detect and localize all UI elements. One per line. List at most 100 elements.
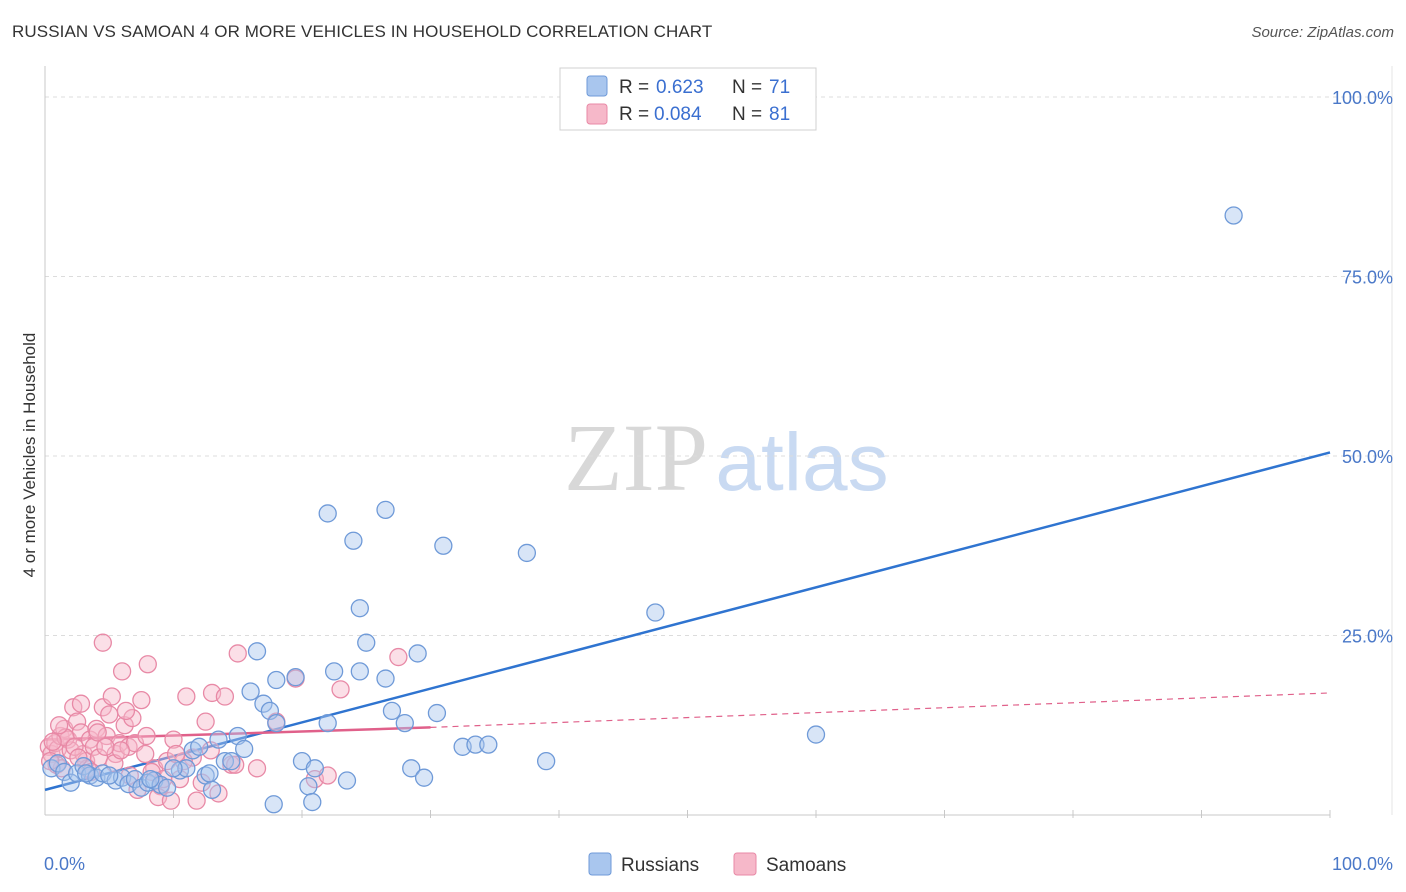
chart-title: RUSSIAN VS SAMOAN 4 OR MORE VEHICLES IN … — [12, 22, 713, 41]
samoans-point — [187, 791, 206, 810]
russians-point — [215, 752, 235, 771]
russians-point — [357, 633, 376, 652]
samoans-point — [123, 708, 142, 728]
samoans-point — [111, 741, 130, 760]
samoans-point — [110, 734, 129, 753]
russians-point — [382, 701, 402, 721]
samoans-point — [138, 655, 157, 674]
samoans-point — [102, 687, 121, 706]
russians-point — [267, 713, 286, 733]
russians-point — [337, 771, 357, 790]
russians-point — [408, 644, 427, 663]
x-tick-label-max: 100.0% — [1332, 854, 1393, 874]
legend-samoans-n-value: 81 — [769, 104, 790, 125]
russians-point — [303, 792, 322, 812]
samoans-point — [115, 716, 134, 735]
samoans-point — [43, 732, 62, 751]
watermark-atlas: atlas — [715, 417, 888, 508]
russians-point — [350, 599, 369, 618]
x-tick-label-min: 0.0% — [44, 854, 85, 874]
source-label: Source: ZipAtlas.com — [1251, 24, 1394, 41]
samoans-point — [132, 690, 151, 710]
samoans-trend-line — [44, 726, 431, 741]
legend-russians-r-label: R = — [619, 77, 649, 98]
russians-point — [305, 759, 325, 778]
samoans-point — [116, 701, 136, 721]
russians-point — [157, 778, 177, 797]
samoans-point — [215, 687, 235, 706]
russians-point — [141, 769, 160, 789]
legend-samoans-r-label: R = — [619, 104, 649, 125]
bottom-legend-samoans-label: Samoans — [766, 855, 846, 876]
russians-point — [247, 642, 267, 661]
russians-point — [164, 759, 183, 778]
samoans-point — [69, 748, 88, 767]
russians-point — [100, 766, 119, 785]
samoans-point — [247, 759, 267, 778]
russians-point — [806, 725, 826, 744]
samoans-point — [331, 680, 350, 699]
legend-russians-n-label: N = — [732, 77, 762, 98]
samoans-point — [67, 712, 87, 731]
watermark: ZIP atlas — [564, 404, 889, 511]
russians-point — [376, 500, 395, 520]
russians-point — [241, 682, 260, 701]
axes — [44, 66, 1393, 816]
russians-point — [376, 669, 395, 688]
russians-point — [434, 536, 453, 555]
russians-point — [402, 759, 421, 778]
samoans-point — [196, 712, 215, 731]
russians-point — [479, 735, 498, 754]
russians-point — [264, 795, 283, 814]
russians-point — [235, 739, 254, 759]
samoans-point — [389, 647, 408, 667]
russians-point — [209, 730, 228, 749]
russians-point — [350, 662, 369, 681]
russians-point — [286, 667, 305, 687]
legend-russians-swatch — [586, 75, 608, 97]
russians-point — [74, 757, 93, 776]
y-tick-labels: 25.0% 50.0% 75.0% 100.0% — [1332, 88, 1393, 647]
russians-point — [254, 694, 273, 713]
y-tick-label: 100.0% — [1332, 88, 1393, 108]
samoans-point — [71, 694, 91, 713]
legend-samoans-r-value: 0.084 — [654, 104, 702, 125]
samoans-point — [100, 705, 119, 724]
samoans-point — [96, 737, 115, 756]
samoans-trend-extension — [430, 692, 1331, 729]
legend: R = 0.623 N = 71 R = 0.084 N = 81 — [559, 67, 817, 131]
russians-point — [318, 713, 337, 733]
russians-point — [466, 735, 485, 754]
grid-lines — [45, 96, 1392, 818]
trend-lines — [44, 451, 1331, 792]
russians-point — [414, 768, 434, 787]
russians-point — [76, 764, 96, 783]
samoans-point — [88, 723, 107, 742]
russians-point — [177, 759, 196, 778]
samoans-point — [93, 633, 112, 652]
y-axis-title: 4 or more Vehicles in Household — [20, 333, 39, 578]
samoans-point — [137, 726, 156, 746]
russians-point — [61, 773, 80, 792]
bottom-legend-russians-swatch — [588, 852, 612, 876]
samoans-point — [164, 730, 183, 749]
legend-russians-r-value: 0.623 — [656, 77, 704, 98]
legend-samoans-n-label: N = — [732, 104, 762, 125]
russians-point — [267, 670, 286, 690]
russians-point — [299, 777, 318, 796]
legend-russians-n-value: 71 — [769, 77, 790, 98]
russians-point — [222, 752, 241, 771]
russians-points — [42, 206, 1243, 814]
samoans-point — [177, 687, 196, 706]
samoans-point — [49, 716, 69, 735]
y-tick-label: 75.0% — [1342, 268, 1393, 288]
bottom-legend-samoans-swatch — [733, 852, 757, 876]
russians-point — [324, 662, 344, 681]
x-tick-labels: 0.0% 100.0% — [44, 854, 1393, 874]
russians-point — [517, 543, 537, 563]
russians-point — [1224, 206, 1243, 225]
legend-samoans-swatch — [586, 103, 608, 125]
bottom-legend: Russians Samoans — [588, 852, 846, 876]
samoans-point — [228, 644, 247, 663]
